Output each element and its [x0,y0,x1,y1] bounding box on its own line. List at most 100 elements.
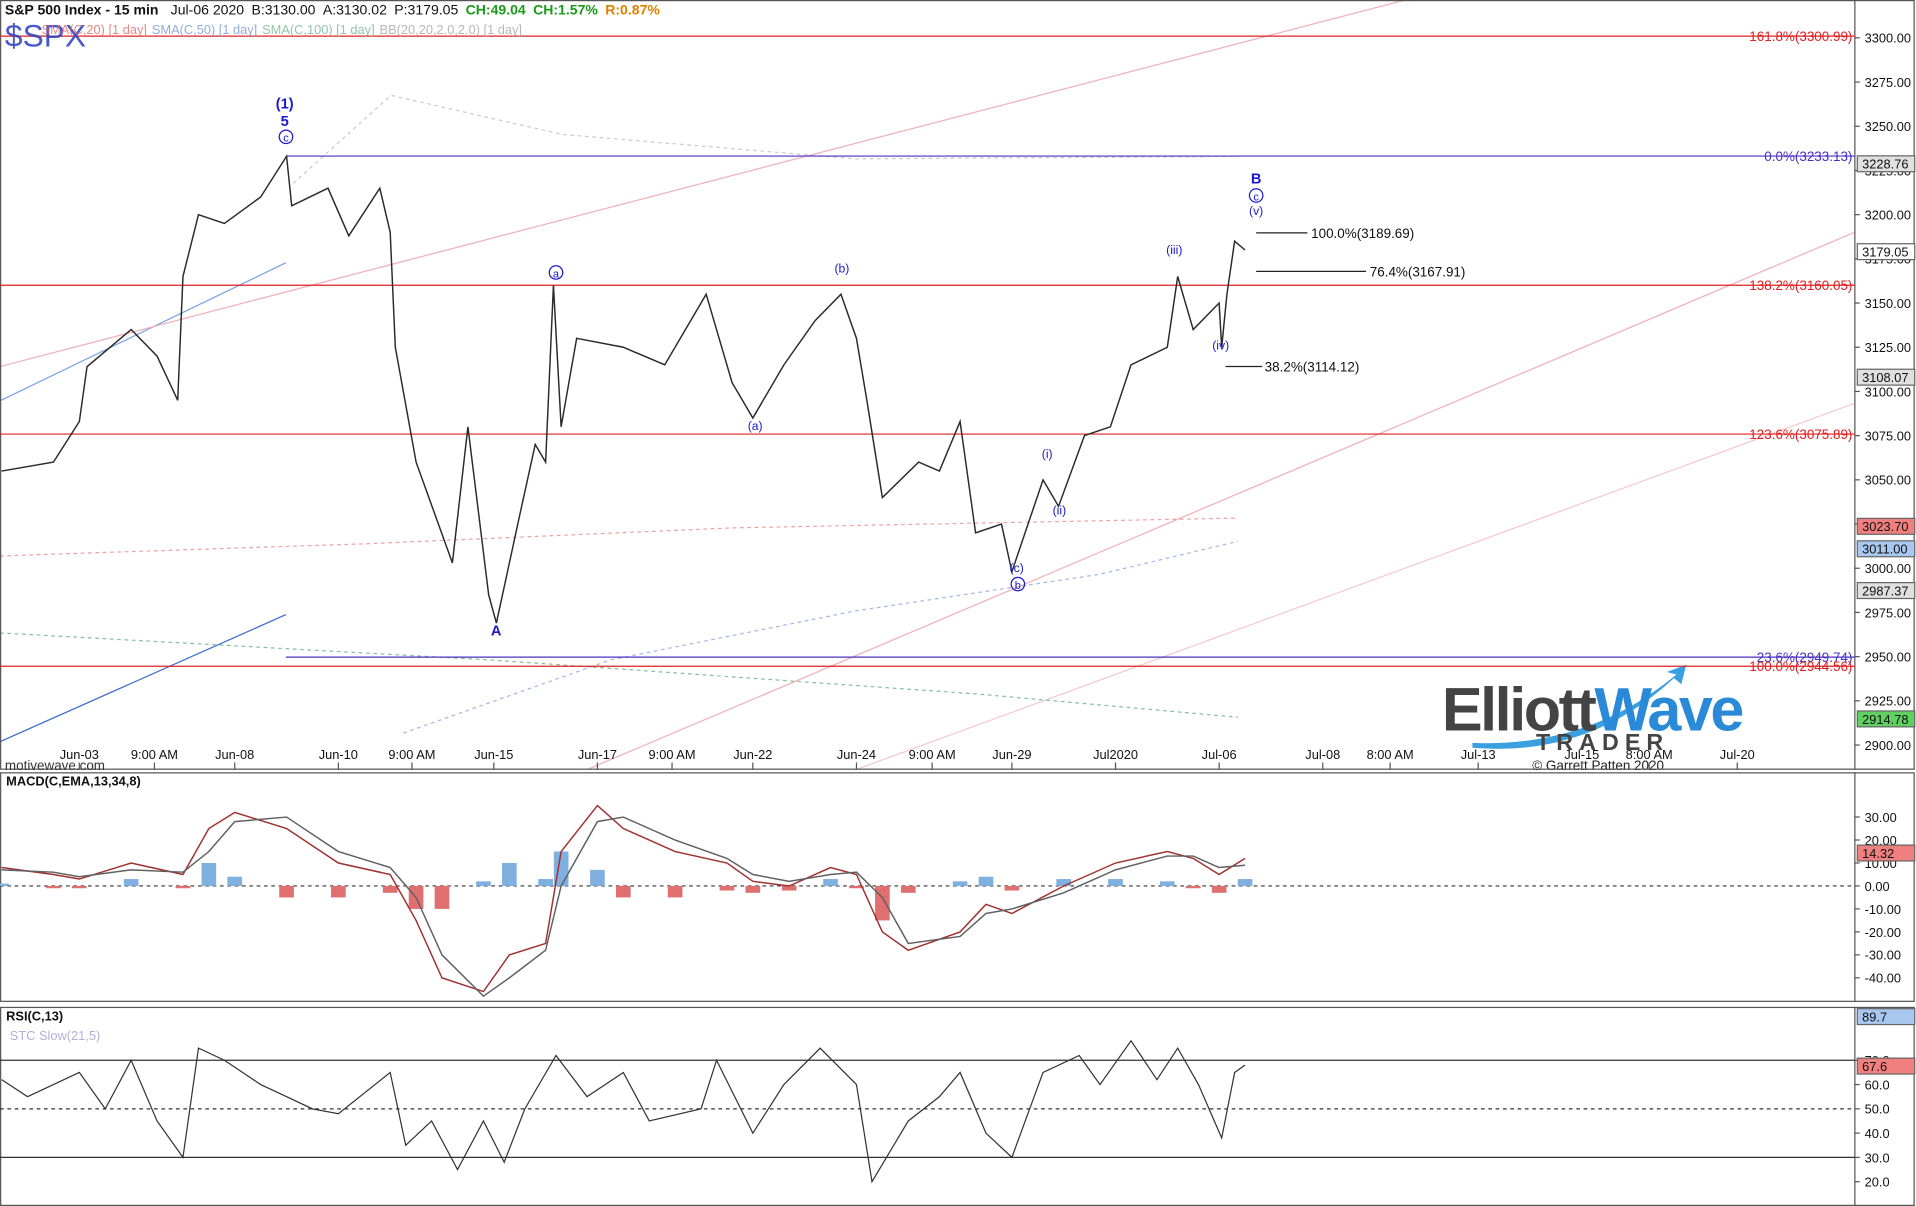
x-tick-label: 8:00 AM [1367,747,1414,762]
moving-average [403,540,1238,734]
y-tick-label: -10.00 [1865,902,1901,917]
histogram-bar [1237,879,1253,886]
projection-label: 38.2%(3114.12) [1265,359,1360,374]
fib-label: 138.2%(3160.05) [1749,278,1852,293]
y-tick-label: -20.00 [1865,925,1901,940]
panel-title: RSI(C,13) [6,1008,63,1023]
quote: R:0.87% [605,2,660,18]
drawing-tools [0,0,1856,771]
histogram-bar [502,862,517,886]
x-tick-label: 9:00 AM [131,747,178,762]
histogram-bar [745,885,761,893]
x-tick-label: Jun-17 [578,747,617,762]
wave-label: (i) [1042,447,1053,461]
price-tag [1856,1008,1916,1026]
x-tick-label: 8:00 AM [1626,747,1673,762]
logo-title: ElliottWave [1442,676,1743,744]
histogram-bar [0,883,9,886]
x-tick-label: 9:00 AM [388,747,435,762]
price-line [1,154,1246,624]
y-tick-label: 3075.00 [1865,429,1911,444]
y-tick-label: 3000.00 [1865,561,1911,576]
wave-circle [1010,576,1026,592]
indicator: BB(20,20,2.0,2.0) [1 day] [380,22,522,37]
x-tick-label: Jul-13 [1461,747,1496,762]
y-tick-label: 60.0 [1865,1077,1890,1092]
x-tick-label: Jul-06 [1202,747,1237,762]
indicator: SMA(C,100) [1 day] [262,22,375,37]
x-tick-label: Jul2020 [1093,747,1138,762]
channel-line [855,402,1856,771]
y-tick-label: 3250.00 [1865,119,1911,134]
fib-label: 23.6%(2949.74) [1757,650,1853,665]
price-tag [1856,1057,1916,1075]
histogram-bar [71,885,87,889]
wave-label: a [553,268,560,280]
macd-line [1,816,1246,998]
histogram-bar [382,885,398,893]
x-tick-label: Jun-15 [474,747,513,762]
histogram-bar [978,876,994,886]
histogram-bar [1004,885,1020,891]
logo-swoosh [1472,664,1687,749]
price-tag-label: 67.6 [1862,1059,1887,1074]
price-tag-label: 2987.37 [1862,583,1908,598]
wave-label: 5 [281,114,289,130]
fib-label: 100.0%(2944.56) [1749,659,1852,674]
rsi-line [1,1039,1246,1184]
wave-label: (1) [276,97,294,113]
price-tag [1856,540,1916,558]
price-tag-label: 14.32 [1862,846,1894,861]
panel-frame [0,1006,1915,1206]
price-tag-label: 3228.76 [1862,157,1908,172]
wave-circle [278,129,294,145]
price-tag-label: 3023.70 [1862,519,1908,534]
x-tick-label: Jul-15 [1564,747,1599,762]
y-tick-label: 20.00 [1865,833,1897,848]
histogram-bar [1185,885,1201,889]
histogram-bar [46,885,61,889]
histogram-bar [1108,879,1123,886]
wave-label: A [491,623,502,639]
histogram-bar [434,885,450,909]
wave-circle [548,265,564,280]
histogram-bar [1160,881,1175,886]
quote: A:3130.02 [323,2,387,18]
wave-label: c [1253,191,1259,203]
y-tick-label: 3300.00 [1865,31,1911,46]
indicator: SMA(C,20) [1 day] [42,22,147,37]
x-tick-label: Jul-08 [1305,747,1340,762]
wave-label: (iv) [1212,338,1229,352]
symbol: $SPX [5,17,86,53]
y-tick-label: 3200.00 [1865,208,1911,223]
histogram-bar [781,885,797,891]
price-tag-label: 89.7 [1862,1009,1887,1024]
y-tick-label: 3275.00 [1865,75,1911,90]
y-tick-label: 2925.00 [1865,694,1911,709]
histogram-bar [875,885,890,921]
y-tick-label: -40.00 [1865,971,1901,986]
y-tick-label: 0.00 [1865,879,1890,894]
moving-average [0,632,1238,718]
histogram-bar [1056,879,1072,886]
histogram-bar [279,885,294,898]
wave-label: (v) [1249,204,1263,218]
wave-label: b [1015,580,1021,592]
price-tag-label: 3011.00 [1862,542,1907,557]
y-tick-label: -30.00 [1865,948,1901,963]
y-tick-label: 2975.00 [1865,605,1911,620]
logo-word: Wave [1594,676,1742,744]
wave-label: (iii) [1166,243,1182,257]
x-tick-label: Jun-03 [60,747,99,762]
price-tag-label: 3108.07 [1862,370,1908,385]
y-tick-label: 3125.00 [1865,340,1911,355]
histogram-bar [952,881,968,886]
y-tick-label: 30.00 [1865,810,1897,825]
price-tag [1856,155,1916,173]
x-tick-label: Jun-10 [319,747,358,762]
price-tag [1856,844,1916,862]
x-tick-label: 9:00 AM [909,747,956,762]
